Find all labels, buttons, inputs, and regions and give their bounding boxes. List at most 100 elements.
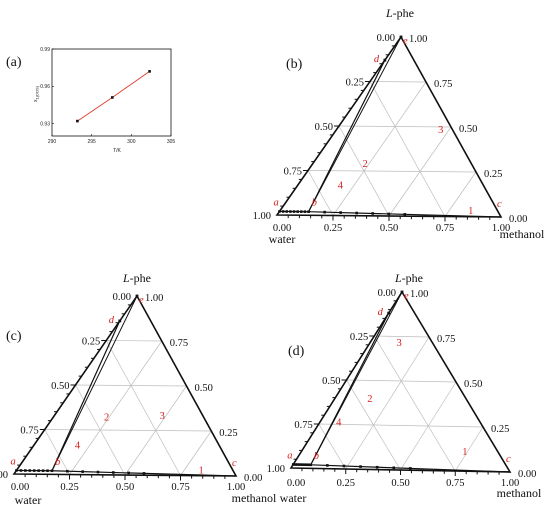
data-marker xyxy=(81,470,84,473)
right-tick xyxy=(141,304,144,308)
panel-b-right-axis-label: methanol xyxy=(500,227,545,241)
panel-c: (c) 0.00 0.25 0.50 0.75 1.000.000.250.500.75… xyxy=(0,271,277,507)
right-tick-label: 1.00 xyxy=(410,289,428,300)
left-tick-label: 0.00 xyxy=(378,288,396,299)
panel-c-left-axis-label: water xyxy=(15,493,42,507)
panel-a-x-label: T/K xyxy=(113,148,121,154)
panel-a-y-label: x xyxy=(33,99,39,102)
point-label-b: b xyxy=(55,457,60,468)
right-tick xyxy=(482,426,486,432)
right-tick xyxy=(466,399,469,403)
data-marker xyxy=(66,469,69,473)
data-marker xyxy=(392,466,396,470)
grid-line-water xyxy=(346,379,401,471)
panel-a-label: (a) xyxy=(6,55,22,70)
point-label-a: a xyxy=(287,450,292,461)
grid-line-lphe xyxy=(346,379,457,383)
left-tick-label: 1.00 xyxy=(267,464,285,475)
right-tick xyxy=(215,439,219,443)
panel-a: (a) 290 295 300 305 0.93 0.96 0.99 T/K x1(DOS) xyxy=(6,47,175,154)
right-tick xyxy=(156,331,159,335)
bottom-tick-label: 0.50 xyxy=(380,223,398,234)
data-marker xyxy=(296,210,299,213)
data-marker xyxy=(309,463,313,467)
panel-d-left-axis-label: water xyxy=(280,491,307,505)
data-marker xyxy=(289,210,292,213)
left-tick-label: 0.50 xyxy=(51,381,69,392)
right-tick-label: 1.00 xyxy=(145,293,163,304)
right-tick-label: 0.75 xyxy=(437,334,455,345)
right-tick xyxy=(405,45,408,49)
bottom-tick-label: 0.25 xyxy=(324,223,342,234)
point-label-a: a xyxy=(273,197,278,208)
bottom-tick-label: 0.75 xyxy=(436,223,454,234)
right-tick xyxy=(220,448,224,452)
right-tick xyxy=(423,327,426,331)
panel-b-left-axis-label: water xyxy=(269,232,296,246)
right-tick xyxy=(406,300,410,304)
tie-line-b-e xyxy=(308,36,402,212)
point-label-d: d xyxy=(378,307,384,318)
right-tick-label: 0.75 xyxy=(170,338,188,349)
data-marker xyxy=(300,210,303,213)
right-tick xyxy=(470,162,473,166)
data-marker xyxy=(135,294,139,298)
left-tick-label: 0.75 xyxy=(20,426,38,437)
point-label-d: d xyxy=(374,54,380,65)
right-tick xyxy=(439,354,442,358)
grid-line-methanol xyxy=(444,171,477,217)
panel-c-top-axis-label: L-phe xyxy=(122,271,151,285)
right-tick-label: 1.00 xyxy=(409,34,427,45)
right-tick xyxy=(415,63,418,67)
grid-line-water xyxy=(338,125,390,217)
right-tick xyxy=(490,198,493,202)
panel-a-y-label-sub: 1(DOS) xyxy=(35,85,40,99)
data-marker xyxy=(281,210,285,213)
panel-a-ticks: 290 295 300 305 0.93 0.96 0.99 xyxy=(40,47,175,145)
region-label-1: 1 xyxy=(462,447,467,458)
panel-b-label: (b) xyxy=(286,57,303,72)
left-tick-label: 0.00 xyxy=(113,292,131,303)
left-tick-label: 1.00 xyxy=(253,211,271,222)
data-marker xyxy=(96,470,100,474)
ternary-plot-c: 0.000.250.500.751.000.000.250.500.751.00… xyxy=(0,292,262,493)
grid-line-methanol xyxy=(454,426,484,472)
data-marker xyxy=(375,465,379,469)
panel-b: (b) 0.00 0.25 0.50 0.75 1.000.000.250.500.75… xyxy=(253,6,545,246)
grid-line-methanol xyxy=(180,430,212,476)
left-tick-label: 0.25 xyxy=(82,337,100,348)
point-label-e: e xyxy=(404,291,409,302)
right-tick xyxy=(485,189,488,193)
x-tick-label: 295 xyxy=(87,139,96,145)
bottom-tick-label: 0.75 xyxy=(171,482,189,493)
region-label-4: 4 xyxy=(336,417,342,428)
data-marker xyxy=(278,210,281,213)
right-tick xyxy=(151,322,154,326)
grid-line-lphe xyxy=(374,335,430,338)
right-tick xyxy=(493,444,496,448)
data-marker xyxy=(28,469,32,472)
panel-d-top-axis-label: L-phe xyxy=(394,271,423,285)
grid-line-methanol xyxy=(69,340,163,475)
right-tick xyxy=(480,180,483,184)
data-marker xyxy=(323,210,326,214)
grid-line-water xyxy=(105,340,181,476)
data-point xyxy=(110,96,114,99)
right-tick xyxy=(477,417,480,421)
right-tick xyxy=(428,336,432,342)
x-tick-label: 290 xyxy=(48,139,57,145)
right-tick xyxy=(171,358,174,362)
grid-line-water xyxy=(369,81,446,217)
data-marker xyxy=(339,211,342,214)
right-tick xyxy=(455,135,458,139)
data-marker xyxy=(285,210,289,213)
right-tick xyxy=(205,421,209,425)
right-tick xyxy=(176,367,179,371)
data-marker xyxy=(50,469,54,473)
data-marker xyxy=(294,463,297,466)
data-marker xyxy=(387,212,391,216)
point-label-e: e xyxy=(403,36,408,47)
bottom-tick-label: 0.25 xyxy=(337,478,355,489)
right-tick xyxy=(166,349,169,353)
